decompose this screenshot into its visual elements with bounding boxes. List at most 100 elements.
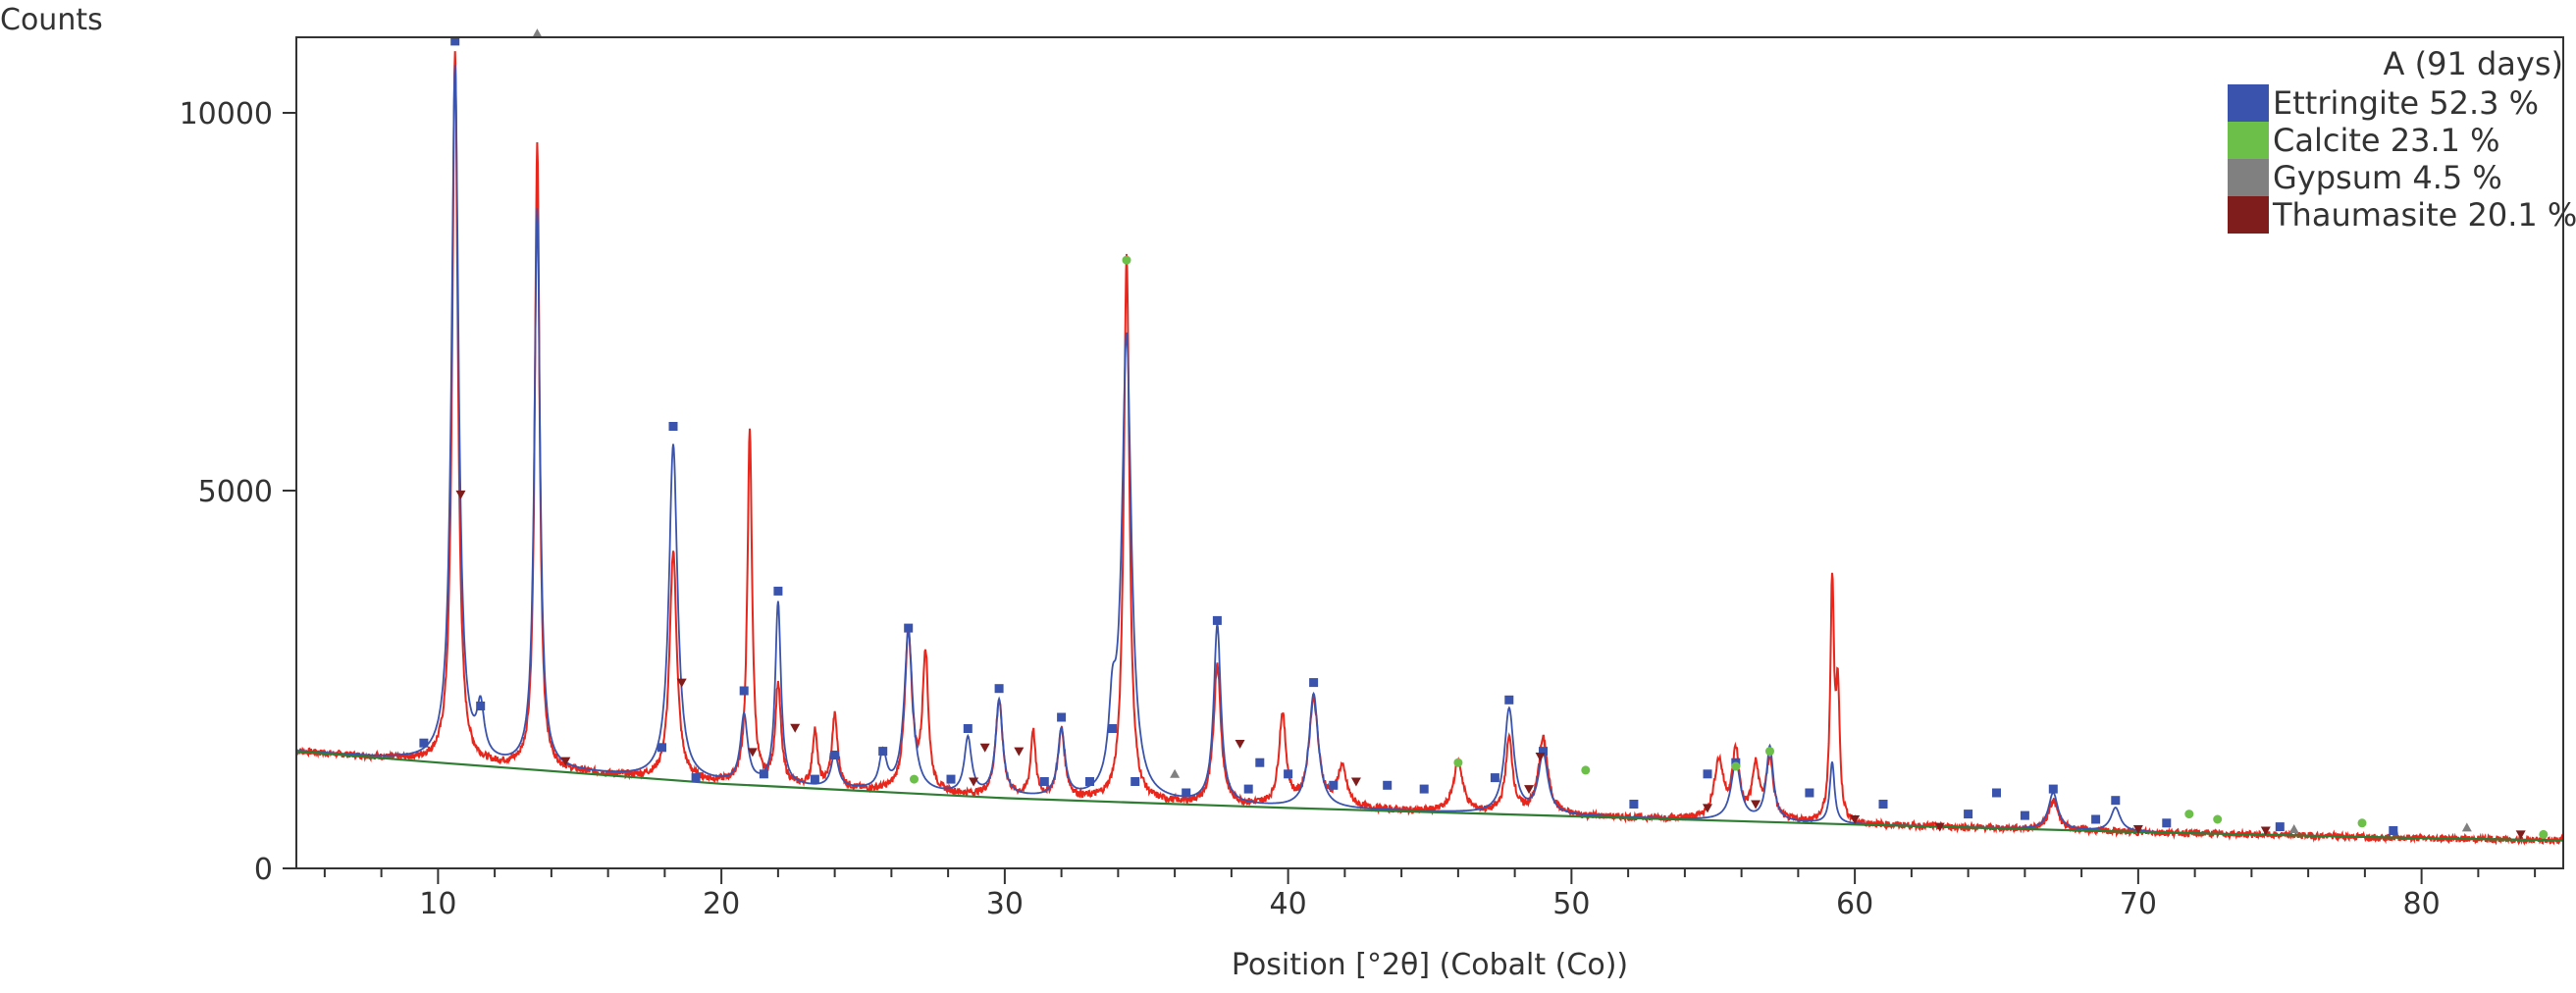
calcite-peak-marker: [1765, 747, 1774, 757]
ettringite-peak-marker: [739, 686, 749, 696]
x-tick-label: 10: [419, 887, 456, 921]
thaumasite-peak-marker: [979, 743, 990, 753]
ettringite-peak-marker: [1629, 800, 1639, 809]
ettringite-peak-marker: [773, 586, 783, 596]
thaumasite-peak-marker: [2260, 826, 2271, 836]
gypsum-peak-marker: [2461, 822, 2472, 832]
ettringite-peak-marker: [2111, 796, 2121, 806]
thaumasite-peak-marker: [1702, 804, 1712, 813]
ettringite-peak-marker: [1309, 678, 1319, 688]
axis-layer: 0 5000 10000 10 20 30 40 50 60 70 80: [180, 36, 2564, 921]
x-tick-label: 70: [2120, 887, 2157, 921]
legend-label: Thaumasite 20.1 %: [2272, 196, 2576, 234]
thaumasite-peak-marker: [2515, 830, 2526, 840]
ettringite-peak-marker: [2389, 826, 2398, 835]
ettringite-peak-marker: [946, 774, 956, 784]
legend-title: A (91 days): [2384, 45, 2563, 82]
thaumasite-peak-marker: [676, 678, 687, 688]
ettringite-peak-marker: [1212, 615, 1222, 625]
x-tick-label: 80: [2403, 887, 2441, 921]
legend: A (91 days) Ettringite 52.3 %Calcite 23.…: [2228, 45, 2576, 234]
x-tick-label: 50: [1552, 887, 1590, 921]
thaumasite-peak-marker: [1014, 747, 1025, 757]
thaumasite-peak-marker: [455, 490, 466, 499]
gypsum-peak-marker: [2288, 823, 2299, 833]
ettringite-peak-marker: [994, 684, 1004, 694]
y-axis-label: Counts: [0, 3, 103, 37]
ettringite-peak-marker: [904, 623, 914, 633]
legend-label: Gypsum 4.5 %: [2273, 159, 2502, 196]
ettringite-peak-marker: [1504, 695, 1514, 705]
gypsum-peak-marker: [1170, 768, 1181, 778]
ettringite-peak-marker: [810, 774, 819, 784]
ettringite-peak-marker: [2162, 818, 2172, 828]
ettringite-peak-marker: [1108, 724, 1118, 733]
legend-label: Calcite 23.1 %: [2273, 122, 2500, 159]
ettringite-peak-marker: [963, 724, 973, 733]
thaumasite-peak-marker: [969, 777, 979, 787]
ettringite-peak-marker: [1992, 788, 2001, 798]
ettringite-peak-marker: [1383, 780, 1393, 790]
ettringite-peak-marker: [1182, 788, 1191, 798]
ettringite-peak-marker: [1130, 777, 1140, 786]
x-tick-label: 20: [703, 887, 740, 921]
calcite-peak-marker: [1731, 761, 1741, 771]
x-axis-label: Position [°2θ] (Cobalt (Co)): [1232, 948, 1628, 982]
ettringite-peak-marker: [450, 36, 460, 46]
calcite-peak-marker: [2539, 829, 2549, 839]
y-tick-label: 5000: [198, 475, 273, 509]
legend-label: Ettringite 52.3 %: [2273, 84, 2539, 122]
ettringite-peak-marker: [2020, 810, 2029, 820]
plot-layer: [295, 51, 2564, 846]
ettringite-peak-marker: [1243, 784, 1253, 794]
thaumasite-peak-marker: [1350, 777, 1361, 787]
ettringite-peak-marker: [1490, 773, 1499, 783]
legend-swatch: [2228, 196, 2269, 234]
calcite-peak-marker: [1581, 765, 1591, 775]
background-line: [295, 750, 2564, 842]
ettringite-peak-marker: [759, 769, 768, 779]
ettringite-peak-marker: [1039, 777, 1049, 786]
ettringite-peak-marker: [1085, 777, 1094, 786]
thaumasite-peak-marker: [747, 748, 758, 758]
calcite-peak-marker: [2357, 818, 2367, 828]
thaumasite-peak-marker: [2132, 824, 2143, 834]
plot-frame: [295, 36, 2564, 869]
thaumasite-peak-marker: [1751, 800, 1761, 810]
y-tick-label: 0: [254, 853, 273, 887]
legend-entries: Ettringite 52.3 %Calcite 23.1 %Gypsum 4.…: [2228, 84, 2576, 234]
thaumasite-peak-marker: [1934, 822, 1945, 832]
calcite-peak-marker: [910, 774, 919, 784]
thaumasite-peak-marker: [790, 723, 801, 733]
ettringite-peak-marker: [1964, 810, 1973, 819]
calcite-peak-marker: [2184, 810, 2194, 819]
thaumasite-peak-marker: [1850, 814, 1861, 824]
ettringite-peak-marker: [878, 747, 888, 757]
ettringite-peak-marker: [691, 773, 701, 783]
thaumasite-peak-marker: [560, 757, 571, 766]
ettringite-peak-marker: [657, 743, 666, 753]
ettringite-peak-marker: [830, 751, 840, 759]
ettringite-peak-marker: [476, 702, 486, 710]
legend-swatch: [2228, 122, 2269, 159]
legend-swatch: [2228, 159, 2269, 196]
x-tick-label: 40: [1270, 887, 1307, 921]
gypsum-peak-marker: [532, 28, 543, 38]
legend-swatch: [2228, 84, 2269, 122]
y-tick-label: 10000: [180, 97, 273, 131]
ettringite-peak-marker: [1703, 769, 1712, 779]
ettringite-peak-marker: [1255, 758, 1265, 767]
x-tick-label: 60: [1836, 887, 1873, 921]
x-tick-label: 30: [986, 887, 1024, 921]
calcite-peak-marker: [2213, 814, 2223, 824]
ettringite-peak-marker: [1878, 800, 1888, 809]
ettringite-peak-marker: [2275, 822, 2285, 832]
ettringite-peak-marker: [668, 422, 678, 431]
thaumasite-peak-marker: [1524, 785, 1535, 795]
thaumasite-peak-marker: [1235, 739, 1245, 749]
ettringite-peak-marker: [1329, 780, 1339, 790]
ettringite-peak-marker: [1805, 788, 1814, 798]
